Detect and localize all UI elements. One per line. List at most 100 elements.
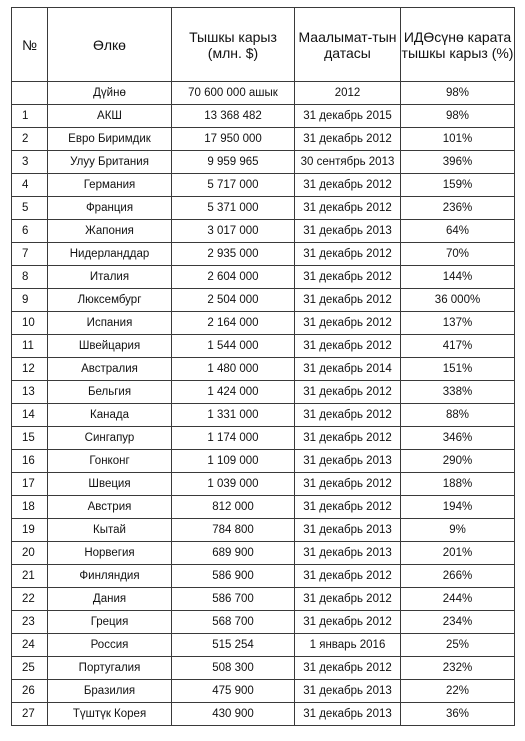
cell-gdp-ratio: 396% bbox=[400, 150, 515, 174]
header-debt: Тышкы карыз (млн. $) bbox=[171, 7, 295, 82]
cell-date: 31 декабрь 2012 bbox=[294, 587, 401, 611]
cell-gdp-ratio: 70% bbox=[400, 242, 515, 266]
table-row: 19 Кытай 784 800 31 декабрь 2013 9% bbox=[11, 518, 515, 542]
cell-gdp-ratio: 417% bbox=[400, 334, 515, 358]
cell-debt: 1 544 000 bbox=[171, 334, 295, 358]
cell-gdp-ratio: 36% bbox=[400, 702, 515, 726]
table-row: 4 Германия 5 717 000 31 декабрь 2012 159% bbox=[11, 173, 515, 197]
cell-num: 24 bbox=[11, 633, 48, 657]
cell-debt: 586 700 bbox=[171, 587, 295, 611]
table-row: 26 Бразилия 475 900 31 декабрь 2013 22% bbox=[11, 679, 515, 703]
cell-num: 4 bbox=[11, 173, 48, 197]
cell-debt: 508 300 bbox=[171, 656, 295, 680]
cell-country: АКШ bbox=[47, 104, 172, 128]
cell-num: 15 bbox=[11, 426, 48, 450]
table-row: 5 Франция 5 371 000 31 декабрь 2012 236% bbox=[11, 196, 515, 220]
cell-gdp-ratio: 9% bbox=[400, 518, 515, 542]
cell-debt: 475 900 bbox=[171, 679, 295, 703]
cell-debt: 784 800 bbox=[171, 518, 295, 542]
cell-date: 31 декабрь 2012 bbox=[294, 127, 401, 151]
cell-gdp-ratio: 101% bbox=[400, 127, 515, 151]
cell-date: 31 декабрь 2012 bbox=[294, 242, 401, 266]
cell-date: 31 декабрь 2012 bbox=[294, 564, 401, 588]
table-row: 15 Сингапур 1 174 000 31 декабрь 2012 346% bbox=[11, 426, 515, 450]
cell-gdp-ratio: 98% bbox=[400, 81, 515, 105]
cell-gdp-ratio: 144% bbox=[400, 265, 515, 289]
table-row: 25 Португалия 508 300 31 декабрь 2012 232% bbox=[11, 656, 515, 680]
cell-debt: 568 700 bbox=[171, 610, 295, 634]
cell-num: 18 bbox=[11, 495, 48, 519]
cell-date: 31 декабрь 2015 bbox=[294, 104, 401, 128]
cell-gdp-ratio: 151% bbox=[400, 357, 515, 381]
cell-gdp-ratio: 290% bbox=[400, 449, 515, 473]
cell-num: 20 bbox=[11, 541, 48, 565]
cell-debt: 2 604 000 bbox=[171, 265, 295, 289]
cell-country: Нидерланддар bbox=[47, 242, 172, 266]
cell-gdp-ratio: 98% bbox=[400, 104, 515, 128]
header-country: Өлкө bbox=[47, 7, 172, 82]
cell-debt: 1 480 000 bbox=[171, 357, 295, 381]
cell-date: 31 декабрь 2013 bbox=[294, 449, 401, 473]
cell-country: Германия bbox=[47, 173, 172, 197]
table-row: 20 Норвегия 689 900 31 декабрь 2013 201% bbox=[11, 541, 515, 565]
cell-num: 13 bbox=[11, 380, 48, 404]
cell-date: 31 декабрь 2012 bbox=[294, 173, 401, 197]
cell-num: 7 bbox=[11, 242, 48, 266]
cell-debt: 430 900 bbox=[171, 702, 295, 726]
cell-country: Канада bbox=[47, 403, 172, 427]
cell-gdp-ratio: 159% bbox=[400, 173, 515, 197]
cell-date: 31 декабрь 2012 bbox=[294, 403, 401, 427]
cell-num: 2 bbox=[11, 127, 48, 151]
cell-date: 2012 bbox=[294, 81, 401, 105]
table-row: 1 АКШ 13 368 482 31 декабрь 2015 98% bbox=[11, 104, 515, 128]
cell-num: 1 bbox=[11, 104, 48, 128]
table-row: 8 Италия 2 604 000 31 декабрь 2012 144% bbox=[11, 265, 515, 289]
table-row: 7 Нидерланддар 2 935 000 31 декабрь 2012 70% bbox=[11, 242, 515, 266]
cell-debt: 1 331 000 bbox=[171, 403, 295, 427]
cell-gdp-ratio: 236% bbox=[400, 196, 515, 220]
cell-num: 26 bbox=[11, 679, 48, 703]
cell-date: 31 декабрь 2012 bbox=[294, 196, 401, 220]
cell-country: Франция bbox=[47, 196, 172, 220]
cell-num: 8 bbox=[11, 265, 48, 289]
table-row: 6 Жапония 3 017 000 31 декабрь 2013 64% bbox=[11, 219, 515, 243]
cell-num: 11 bbox=[11, 334, 48, 358]
table-row: 12 Австралия 1 480 000 31 декабрь 2014 151% bbox=[11, 357, 515, 381]
cell-country: Россия bbox=[47, 633, 172, 657]
table-row: 21 Финляндия 586 900 31 декабрь 2012 266% bbox=[11, 564, 515, 588]
table-row: 2 Евро Биримдик 17 950 000 31 декабрь 2012 1… bbox=[11, 127, 515, 151]
cell-country: Бразилия bbox=[47, 679, 172, 703]
cell-country: Швеция bbox=[47, 472, 172, 496]
cell-debt: 3 017 000 bbox=[171, 219, 295, 243]
cell-country: Австралия bbox=[47, 357, 172, 381]
cell-date: 31 декабрь 2012 bbox=[294, 334, 401, 358]
cell-country: Италия bbox=[47, 265, 172, 289]
cell-date: 31 декабрь 2013 bbox=[294, 518, 401, 542]
cell-debt: 5 717 000 bbox=[171, 173, 295, 197]
cell-country: Гонконг bbox=[47, 449, 172, 473]
cell-gdp-ratio: 338% bbox=[400, 380, 515, 404]
cell-country: Испания bbox=[47, 311, 172, 335]
table-row: 17 Швеция 1 039 000 31 декабрь 2012 188% bbox=[11, 472, 515, 496]
table-row: 23 Греция 568 700 31 декабрь 2012 234% bbox=[11, 610, 515, 634]
table-row: 13 Бельгия 1 424 000 31 декабрь 2012 338% bbox=[11, 380, 515, 404]
table-row: 27 Түштүк Корея 430 900 31 декабрь 2013 36% bbox=[11, 702, 515, 726]
table-row: 3 Улуу Британия 9 959 965 30 сентябрь 2013 3… bbox=[11, 150, 515, 174]
cell-num: 17 bbox=[11, 472, 48, 496]
cell-date: 31 декабрь 2013 bbox=[294, 541, 401, 565]
cell-debt: 1 174 000 bbox=[171, 426, 295, 450]
cell-date: 31 декабрь 2013 bbox=[294, 702, 401, 726]
table-row: 9 Люксембург 2 504 000 31 декабрь 2012 36 00… bbox=[11, 288, 515, 312]
cell-country: Дания bbox=[47, 587, 172, 611]
cell-num: 10 bbox=[11, 311, 48, 335]
cell-debt: 2 504 000 bbox=[171, 288, 295, 312]
table-row: 16 Гонконг 1 109 000 31 декабрь 2013 290% bbox=[11, 449, 515, 473]
cell-gdp-ratio: 266% bbox=[400, 564, 515, 588]
cell-country: Финляндия bbox=[47, 564, 172, 588]
cell-date: 31 декабрь 2012 bbox=[294, 495, 401, 519]
table-row: 14 Канада 1 331 000 31 декабрь 2012 88% bbox=[11, 403, 515, 427]
cell-gdp-ratio: 194% bbox=[400, 495, 515, 519]
cell-gdp-ratio: 64% bbox=[400, 219, 515, 243]
cell-date: 31 декабрь 2012 bbox=[294, 380, 401, 404]
cell-debt: 812 000 bbox=[171, 495, 295, 519]
